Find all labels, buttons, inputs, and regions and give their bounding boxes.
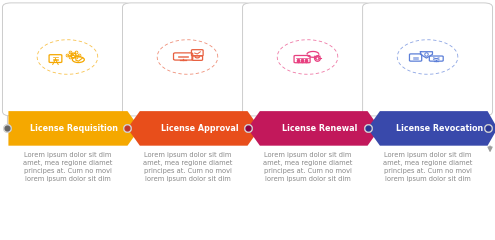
Text: License Revocation: License Revocation — [396, 124, 484, 133]
Text: Lorem ipsum dolor sit dim
amet, mea regione diamet
principes at. Cum no movi
lor: Lorem ipsum dolor sit dim amet, mea regi… — [23, 152, 112, 182]
FancyBboxPatch shape — [243, 3, 372, 116]
Polygon shape — [8, 111, 140, 146]
Text: Lorem ipsum dolor sit dim
amet, mea regione diamet
principes at. Cum no movi
lor: Lorem ipsum dolor sit dim amet, mea regi… — [383, 152, 472, 182]
FancyBboxPatch shape — [123, 3, 252, 116]
Text: Lorem ipsum dolor sit dim
amet, mea regione diamet
principes at. Cum no movi
lor: Lorem ipsum dolor sit dim amet, mea regi… — [263, 152, 352, 182]
Polygon shape — [367, 111, 495, 146]
Text: License Approval: License Approval — [161, 124, 239, 133]
FancyBboxPatch shape — [362, 3, 493, 116]
Text: License Requisition: License Requisition — [30, 124, 118, 133]
Polygon shape — [248, 111, 380, 146]
Text: Lorem ipsum dolor sit dim
amet, mea regione diamet
principes at. Cum no movi
lor: Lorem ipsum dolor sit dim amet, mea regi… — [143, 152, 232, 182]
FancyBboxPatch shape — [2, 3, 133, 116]
Polygon shape — [128, 111, 260, 146]
Text: License Renewal: License Renewal — [282, 124, 357, 133]
